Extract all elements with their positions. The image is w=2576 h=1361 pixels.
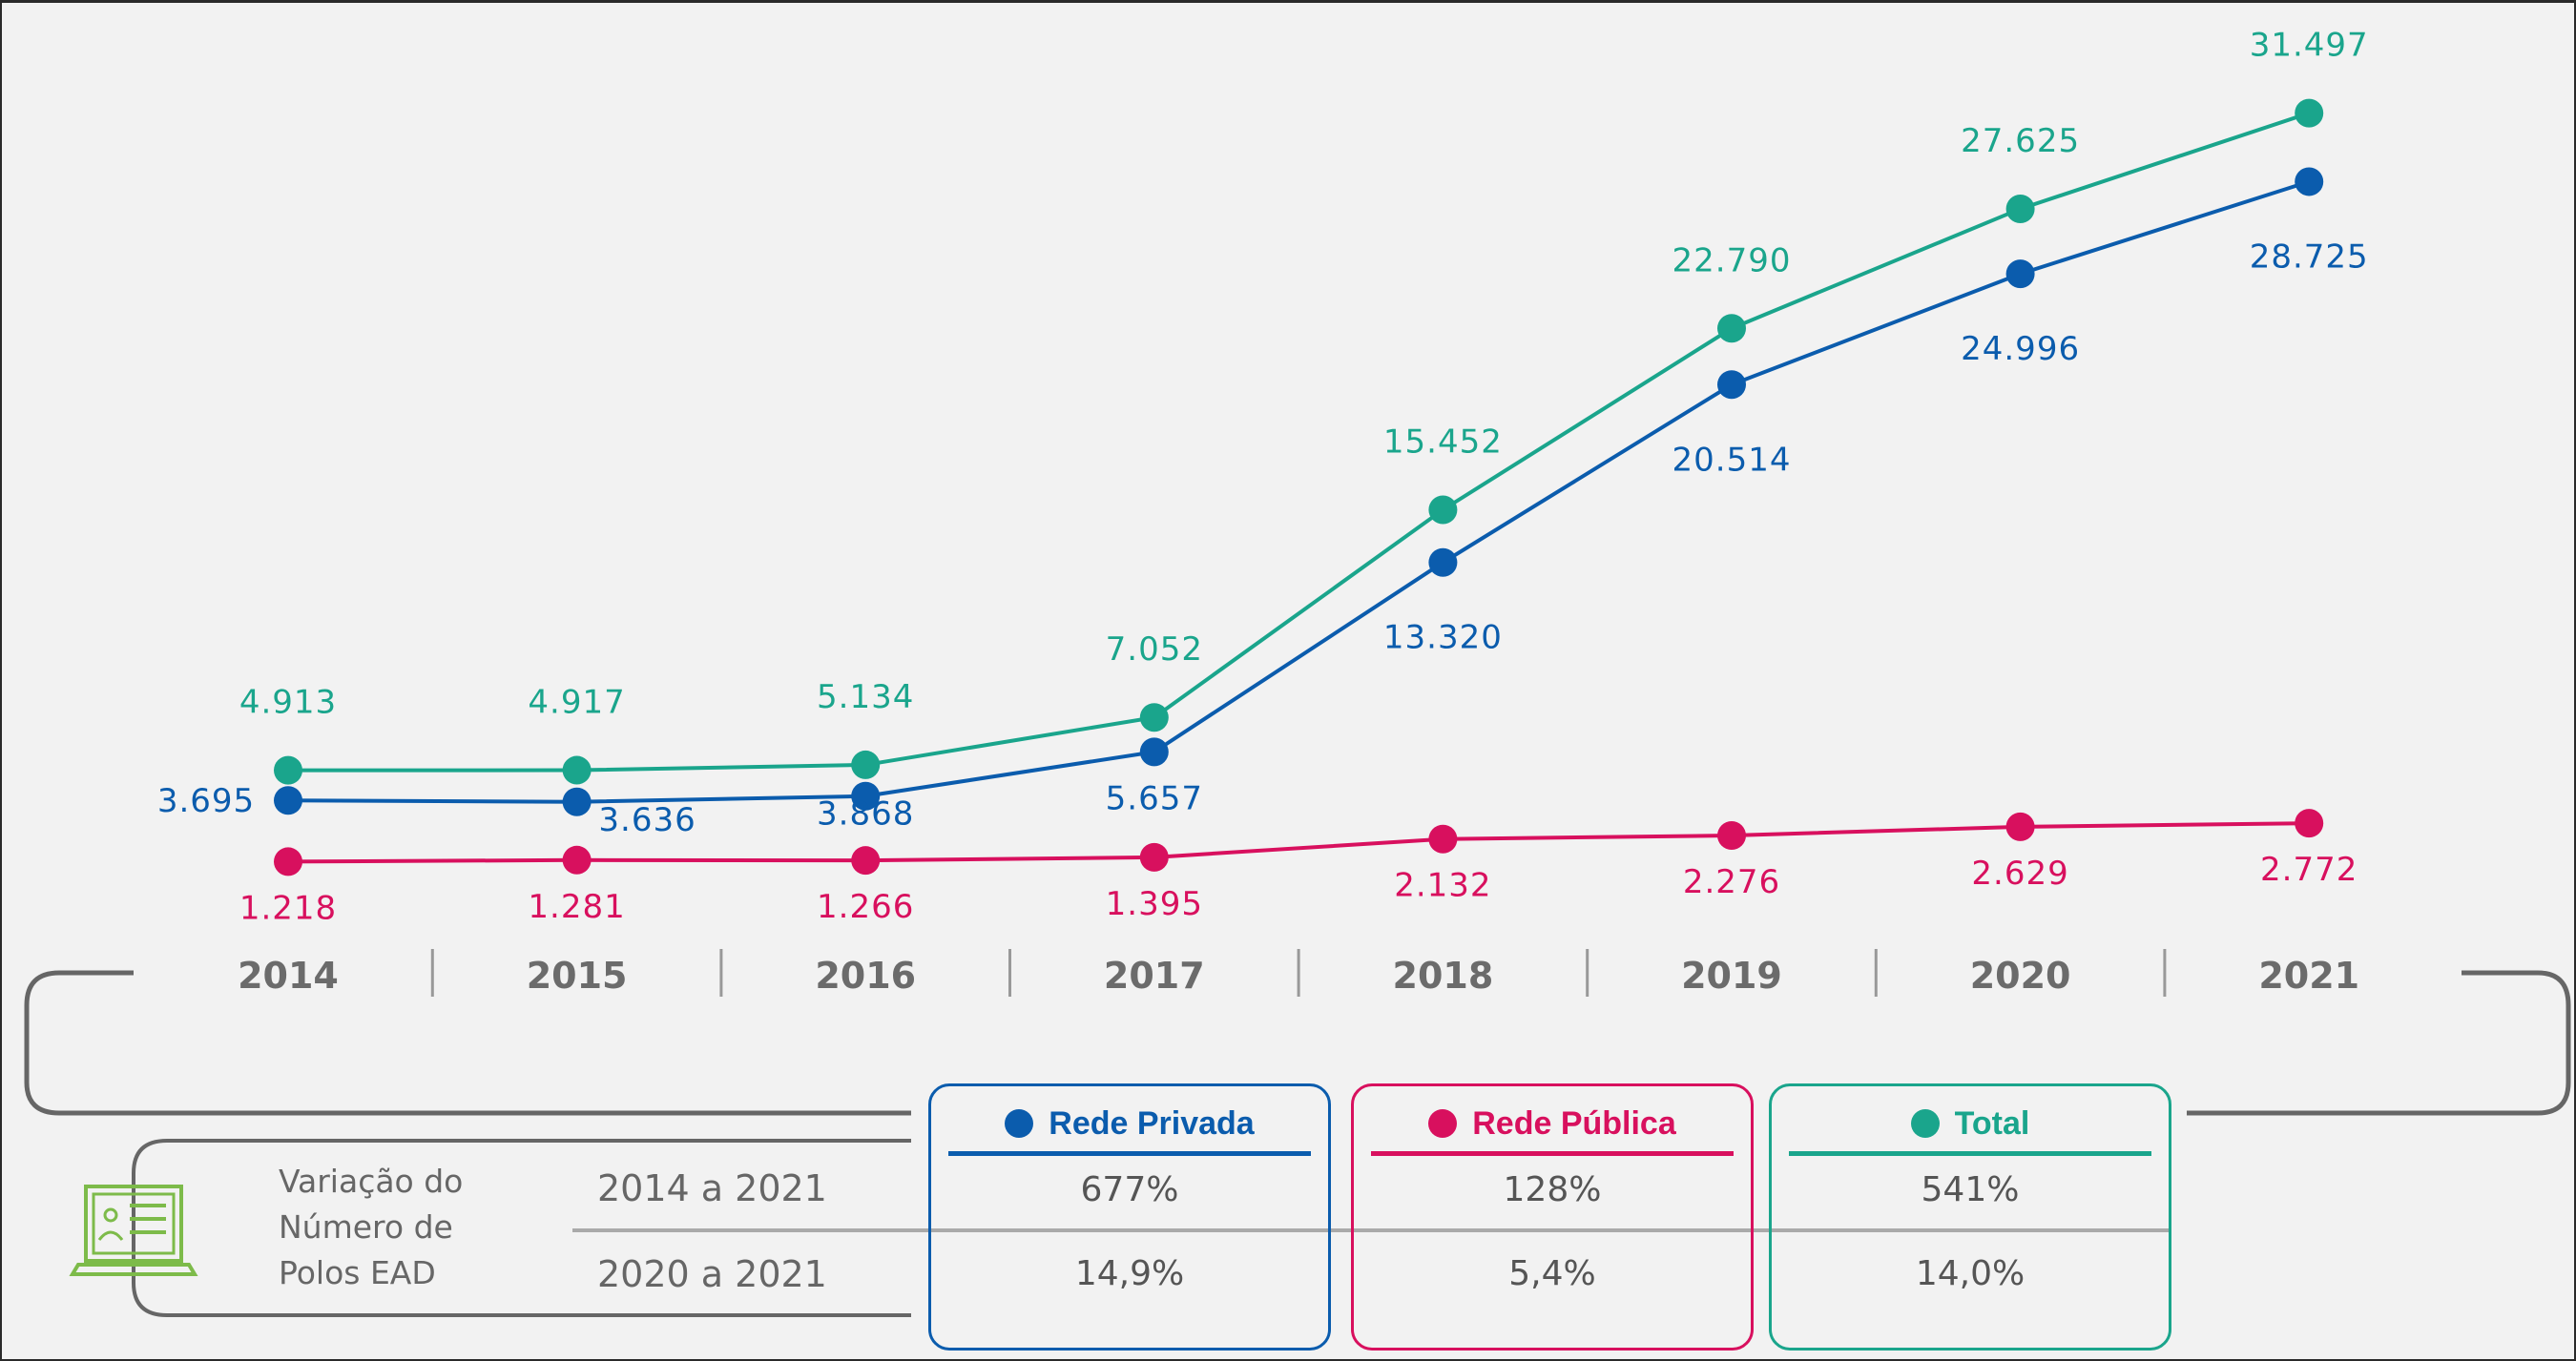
data-point bbox=[562, 845, 592, 875]
data-label: 2.276 bbox=[1683, 863, 1780, 901]
x-tick-label: 2017 bbox=[1104, 955, 1205, 997]
legend-head: Rede Pública bbox=[1371, 1096, 1734, 1156]
legend-box-total: Total 541% 14,0% bbox=[1769, 1083, 2171, 1351]
data-label: 13.320 bbox=[1383, 619, 1503, 657]
row-title: Variação do Número de Polos EAD bbox=[279, 1159, 463, 1296]
data-label: 15.452 bbox=[1383, 423, 1503, 461]
data-point bbox=[1139, 703, 1169, 732]
series-line-rede-privada bbox=[287, 179, 2310, 804]
data-point bbox=[274, 786, 302, 815]
data-point bbox=[1139, 737, 1169, 767]
series-line-total bbox=[287, 111, 2310, 773]
data-label: 28.725 bbox=[2250, 237, 2369, 276]
data-point bbox=[1428, 495, 1458, 525]
table-bracket bbox=[132, 1139, 911, 1317]
legend-dot-icon bbox=[1910, 1109, 1940, 1138]
data-point bbox=[1139, 842, 1169, 872]
data-point bbox=[2005, 194, 2035, 223]
data-point bbox=[562, 787, 592, 816]
data-label: 3.868 bbox=[817, 795, 914, 834]
data-point bbox=[2295, 98, 2324, 128]
x-tick-label: 2016 bbox=[815, 955, 916, 997]
period-label: 2014 a 2021 bbox=[597, 1167, 827, 1209]
data-label: 2.132 bbox=[1394, 867, 1491, 905]
left-bracket bbox=[24, 970, 911, 1116]
data-label: 7.052 bbox=[1106, 630, 1203, 669]
data-point bbox=[1717, 314, 1746, 343]
data-label: 1.218 bbox=[239, 889, 337, 927]
x-tick-label: 2014 bbox=[238, 955, 339, 997]
legend-dot-icon bbox=[1428, 1109, 1458, 1138]
data-label: 1.281 bbox=[528, 888, 625, 926]
data-point bbox=[2295, 167, 2324, 196]
data-point bbox=[851, 846, 881, 876]
legend-head: Total bbox=[1789, 1096, 2151, 1156]
data-label: 4.917 bbox=[528, 684, 625, 722]
row-title-line: Número de bbox=[279, 1208, 453, 1246]
data-point bbox=[274, 755, 302, 785]
data-point bbox=[274, 847, 302, 876]
data-label: 3.695 bbox=[157, 782, 255, 820]
x-tick-label: 2015 bbox=[527, 955, 628, 997]
data-label: 1.266 bbox=[817, 888, 914, 926]
axis-bracket bbox=[24, 970, 2571, 1317]
data-label: 22.790 bbox=[1672, 241, 1792, 279]
data-point bbox=[1717, 821, 1746, 851]
legend-label: Rede Privada bbox=[1049, 1104, 1255, 1142]
data-label: 1.395 bbox=[1106, 885, 1203, 923]
legend-head: Rede Privada bbox=[948, 1096, 1311, 1156]
x-tick-label: 2021 bbox=[2258, 955, 2359, 997]
row-title-line: Polos EAD bbox=[279, 1254, 436, 1291]
legend-box-rede-privada: Rede Privada 677% 14,9% bbox=[928, 1083, 1331, 1351]
value-cell: 677% bbox=[1080, 1170, 1179, 1209]
x-tick-label: 2019 bbox=[1681, 955, 1782, 997]
laptop-profile-icon bbox=[69, 1185, 198, 1276]
value-cell: 14,0% bbox=[1915, 1254, 2025, 1293]
data-label: 27.625 bbox=[1961, 122, 2080, 160]
data-label: 31.497 bbox=[2250, 27, 2369, 65]
legend-box-rede-publica: Rede Pública 128% 5,4% bbox=[1351, 1083, 1754, 1351]
legend-label: Rede Pública bbox=[1472, 1104, 1676, 1142]
data-point bbox=[851, 781, 881, 811]
data-point bbox=[1428, 824, 1458, 854]
value-cell: 5,4% bbox=[1508, 1254, 1596, 1293]
right-bracket bbox=[2187, 970, 2571, 1116]
data-label: 24.996 bbox=[1961, 330, 2080, 368]
data-point bbox=[562, 755, 592, 785]
data-label: 5.657 bbox=[1106, 779, 1203, 817]
data-point bbox=[1717, 370, 1746, 400]
data-point bbox=[2005, 812, 2035, 841]
period-label: 2020 a 2021 bbox=[597, 1253, 827, 1295]
x-tick-label: 2020 bbox=[1970, 955, 2071, 997]
data-label: 2.772 bbox=[2260, 851, 2358, 889]
legend-label: Total bbox=[1954, 1104, 2030, 1142]
series-line-rede-publica bbox=[287, 821, 2310, 864]
data-label: 3.636 bbox=[598, 801, 696, 839]
data-label: 2.629 bbox=[1971, 855, 2068, 893]
row-title-line: Variação do bbox=[279, 1163, 464, 1200]
value-cell: 541% bbox=[1921, 1170, 2020, 1209]
data-point bbox=[1428, 547, 1458, 577]
data-point bbox=[2295, 809, 2324, 838]
data-label: 20.514 bbox=[1672, 441, 1792, 479]
x-tick-label: 2018 bbox=[1393, 955, 1494, 997]
data-point bbox=[2005, 259, 2035, 289]
data-label: 4.913 bbox=[239, 684, 337, 722]
value-cell: 128% bbox=[1503, 1170, 1602, 1209]
legend-dot-icon bbox=[1005, 1109, 1034, 1138]
value-cell: 14,9% bbox=[1074, 1254, 1185, 1293]
data-label: 5.134 bbox=[817, 678, 914, 716]
data-point bbox=[851, 750, 881, 779]
